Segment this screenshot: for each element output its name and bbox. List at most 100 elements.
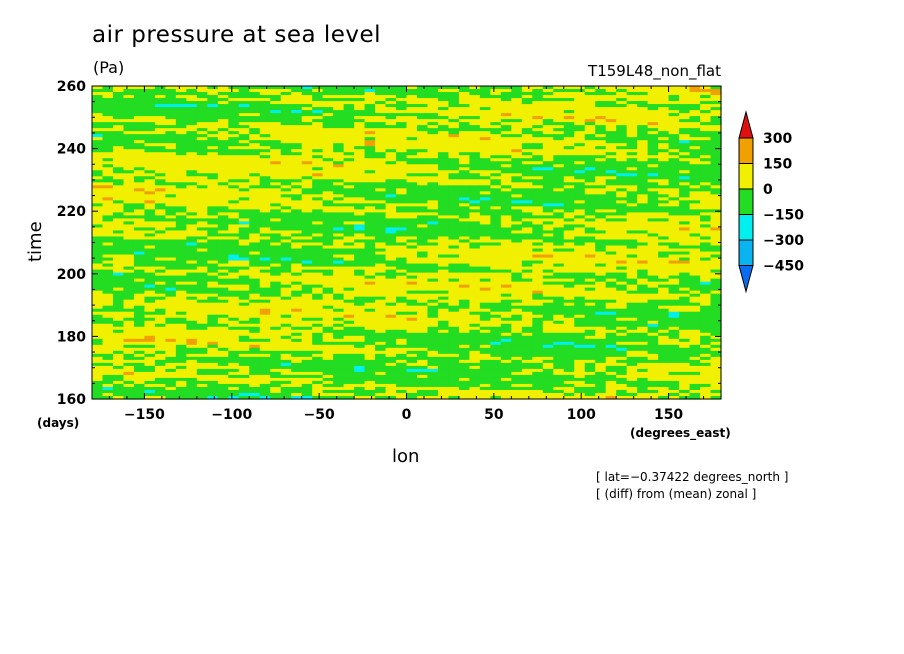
heatmap-cell (679, 221, 691, 226)
heatmap-cell (165, 245, 177, 250)
heatmap-cell (238, 329, 250, 334)
heatmap-cell (102, 170, 114, 174)
heatmap-cell (416, 122, 429, 126)
heatmap-cell (437, 272, 450, 277)
heatmap-cell (710, 119, 722, 123)
heatmap-cell (574, 92, 586, 96)
heatmap-cell (144, 221, 156, 226)
heatmap-cell (584, 323, 596, 328)
heatmap-cell (238, 296, 250, 301)
heatmap-cell (228, 185, 240, 189)
heatmap-cell (458, 269, 470, 274)
heatmap-cell (322, 224, 334, 229)
heatmap-cell (563, 251, 575, 256)
heatmap-cell (532, 86, 544, 90)
heatmap-cell (710, 254, 722, 259)
heatmap-cell (291, 128, 303, 132)
heatmap-cell (249, 263, 261, 268)
heatmap-cell (458, 128, 470, 132)
heatmap-cell (521, 197, 533, 201)
heatmap-cell (175, 203, 187, 207)
heatmap-cell (186, 203, 198, 207)
heatmap-cell (343, 119, 355, 123)
heatmap-cell (679, 155, 691, 159)
heatmap-cell (133, 143, 146, 147)
heatmap-cell (437, 314, 450, 319)
heatmap-cell (532, 251, 544, 256)
heatmap-cell (165, 101, 177, 105)
heatmap-cell (406, 107, 418, 111)
heatmap-cell (102, 230, 114, 235)
heatmap-cell (511, 233, 523, 238)
heatmap-cell (490, 314, 502, 319)
heatmap-cell (364, 197, 376, 201)
heatmap-cell (616, 311, 628, 316)
heatmap-cell (385, 167, 397, 171)
heatmap-cell (563, 215, 575, 220)
heatmap-cell (647, 260, 659, 265)
heatmap-cell (207, 161, 219, 165)
heatmap-cell (165, 242, 177, 247)
heatmap-cell (574, 275, 586, 280)
heatmap-cell (301, 305, 313, 310)
heatmap-cell (207, 137, 219, 141)
heatmap-cell (144, 170, 156, 174)
heatmap-cell (228, 107, 240, 111)
heatmap-cell (710, 176, 722, 180)
heatmap-cell (175, 293, 187, 298)
heatmap-cell (249, 305, 261, 310)
heatmap-cell (280, 269, 292, 274)
heatmap-cell (500, 200, 512, 204)
heatmap-cell (92, 272, 104, 277)
heatmap-cell (532, 134, 544, 138)
heatmap-cell (217, 128, 229, 132)
heatmap-cell (396, 200, 408, 204)
heatmap-cell (637, 128, 649, 132)
heatmap-cell (668, 107, 680, 111)
heatmap-cell (616, 125, 628, 129)
heatmap-cell (238, 158, 250, 162)
heatmap-cell (574, 206, 586, 210)
heatmap-cell (385, 185, 397, 189)
heatmap-cell (343, 107, 355, 111)
heatmap-cell (637, 167, 649, 171)
heatmap-cell (144, 95, 156, 99)
heatmap-cell (186, 176, 198, 180)
heatmap-cell (217, 299, 229, 304)
heatmap-cell (375, 152, 387, 156)
heatmap-cell (249, 314, 261, 319)
heatmap-cell (270, 278, 282, 283)
heatmap-cell (280, 176, 292, 180)
heatmap-cell (291, 221, 303, 226)
heatmap-cell (448, 149, 460, 153)
heatmap-cell (144, 122, 156, 126)
heatmap-cell (144, 86, 156, 90)
heatmap-cell (175, 308, 187, 313)
heatmap-cell (416, 248, 429, 253)
heatmap-cell (542, 329, 554, 334)
heatmap-cell (584, 230, 596, 235)
heatmap-cell (228, 227, 240, 232)
heatmap-cell (385, 119, 397, 123)
heatmap-cell (521, 254, 533, 259)
heatmap-cell (270, 320, 282, 325)
heatmap-cell (469, 119, 481, 123)
heatmap-cell (479, 314, 491, 319)
heatmap-cell (354, 188, 366, 192)
heatmap-cell (616, 245, 628, 250)
heatmap-cell (354, 242, 366, 247)
heatmap-cell (175, 134, 187, 138)
heatmap-cell (123, 242, 135, 247)
heatmap-cell (605, 140, 617, 144)
heatmap-cell (333, 263, 345, 268)
heatmap-cell (102, 89, 114, 93)
heatmap-cell (458, 221, 470, 226)
heatmap-cell (175, 191, 187, 195)
heatmap-cell (364, 212, 376, 217)
heatmap-cell (689, 143, 701, 147)
heatmap-cell (574, 278, 586, 283)
heatmap-cell (228, 167, 240, 171)
heatmap-cell (427, 278, 439, 283)
heatmap-cell (322, 263, 334, 268)
heatmap-cell (584, 308, 596, 313)
